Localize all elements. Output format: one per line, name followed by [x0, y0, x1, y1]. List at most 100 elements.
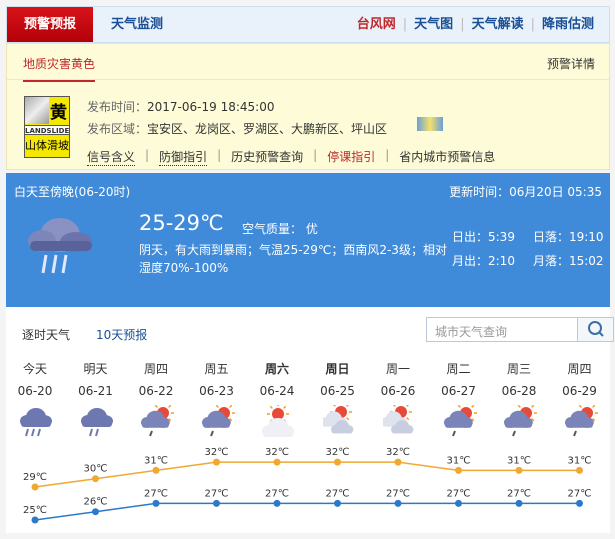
day-label: 周一: [385, 362, 410, 376]
low-temp-line: [34, 502, 580, 521]
low-temp-label: 27℃: [144, 488, 168, 499]
warning-detail-link[interactable]: 预警详情: [546, 57, 595, 71]
shower-icon: [564, 405, 598, 437]
high-temp-label: 31℃: [568, 455, 592, 466]
sun-moon-times: 日出：5:39 日落：19:10 月出：2:10 月落：15:02: [452, 225, 604, 273]
badge-cn: 山体滑坡: [25, 139, 69, 152]
tab-warning-forecast[interactable]: 预警预报: [7, 7, 93, 42]
air-quality: 空气质量： 优: [242, 222, 318, 236]
badge-en: LANDSLIDE: [25, 125, 70, 135]
warning-tab[interactable]: 地质灾害黄色: [23, 55, 96, 82]
city-search[interactable]: 城市天气查询: [426, 317, 614, 342]
warning-link[interactable]: 防御指引: [159, 150, 208, 166]
high-temp-point: [31, 483, 39, 491]
separator: |: [145, 148, 150, 162]
day-label: 周三: [506, 362, 531, 376]
separator: |: [402, 17, 408, 32]
high-temp-line: [34, 461, 580, 488]
search-button[interactable]: [577, 318, 613, 341]
date-label: 06-26: [380, 384, 416, 398]
nav-link[interactable]: 台风网: [356, 17, 396, 32]
temperature-chart: 29℃ 30℃ 31℃ 32℃ 32℃ 32℃ 32℃ 31℃ 31℃ 31℃ 25℃ 26℃ 27℃ 2…: [23, 447, 592, 524]
shower-icon: [443, 405, 477, 437]
day-label: 周日: [325, 362, 350, 376]
high-temp-point: [273, 458, 281, 466]
tab-weather-monitor[interactable]: 天气监测: [111, 17, 164, 32]
heavy-rain-icon: [28, 218, 92, 274]
day-label: 明天: [83, 362, 108, 376]
shower-icon: [504, 405, 537, 437]
high-temp-label: 31℃: [144, 455, 168, 466]
separator: |: [460, 17, 465, 32]
day-label: 周五: [204, 362, 229, 376]
separator: |: [530, 17, 535, 32]
low-temp-label: 26℃: [84, 497, 108, 508]
low-temp-label: 27℃: [568, 488, 592, 499]
shower-icon: [201, 405, 235, 437]
warning-link[interactable]: 停课指引: [327, 150, 376, 164]
high-temp-point: [576, 466, 583, 474]
date-label: 06-21: [78, 384, 113, 398]
nav-link[interactable]: 降雨估测: [541, 17, 594, 32]
low-temp-point: [31, 516, 39, 524]
search-input[interactable]: 城市天气查询: [435, 325, 508, 339]
low-temp-label: 27℃: [265, 488, 289, 499]
temperature-range: 25-29℃: [139, 211, 224, 235]
sunset: 日落：19:10: [532, 230, 604, 244]
shower-icon: [141, 405, 174, 437]
separator: |: [385, 148, 390, 162]
date-label: 06-24: [259, 384, 295, 398]
low-temp-point: [334, 499, 341, 507]
low-temp-point: [213, 499, 220, 507]
day-label: 周四: [143, 362, 168, 376]
nav-link[interactable]: 天气图: [414, 17, 454, 32]
warning-links: 信号含义 | 防御指引 | 历史预警查询 | 停课指引 | 省内城市预警信息: [87, 148, 495, 166]
high-temp-label: 32℃: [205, 447, 229, 458]
warning-link[interactable]: 省内城市预警信息: [399, 150, 496, 164]
high-temp-point: [334, 458, 341, 466]
high-temp-label: 32℃: [326, 447, 350, 458]
day-label: 周六: [264, 362, 289, 376]
high-temp-point: [394, 458, 402, 466]
high-temp-point: [213, 458, 220, 466]
landslide-warning-badge: 黄 LANDSLIDE 山体滑坡: [24, 96, 70, 158]
date-label: 06-28: [501, 384, 537, 398]
update-time: 更新时间：06月20日 05:35: [449, 185, 602, 199]
high-temp-point: [92, 475, 99, 483]
tab-10day[interactable]: 10天预报: [96, 326, 148, 349]
partly-cloudy-icon: [383, 405, 414, 434]
low-temp-label: 27℃: [447, 488, 471, 499]
sunny-cloudy-icon: [262, 405, 294, 437]
nav-links: 台风网 | 天气图 | 天气解读 | 降雨估测: [350, 7, 601, 42]
high-temp-point: [515, 466, 523, 474]
date-label: 06-20: [17, 384, 53, 398]
heavy-rain-icon: [20, 408, 52, 437]
divider: [7, 79, 609, 80]
current-weather-panel: 白天至傍晚(06-20时) 更新时间：06月20日 05:35 25-29℃ 空…: [6, 173, 610, 307]
sunrise: 日出：5:39: [452, 230, 515, 244]
top-nav: 预警预报 天气监测 台风网 | 天气图 | 天气解读 | 降雨估测: [6, 6, 610, 43]
high-temp-label: 30℃: [84, 464, 108, 475]
high-temp-label: 31℃: [507, 455, 531, 466]
high-temp-point: [455, 466, 462, 474]
weather-description: 阴天，有大雨到暴雨；气温25-29℃；西南风2-3级；相对湿度70%-100%: [139, 243, 447, 275]
moonrise: 月出：2:10: [452, 254, 515, 268]
warning-link[interactable]: 历史预警查询: [231, 150, 304, 164]
low-temp-point: [152, 499, 160, 507]
low-temp-point: [576, 499, 583, 507]
issue-area: 发布区域：宝安区、龙岗区、罗湖区、大鹏新区、坪山区: [87, 122, 388, 136]
day-label: 周四: [567, 362, 592, 376]
low-temp-point: [273, 499, 281, 507]
day-label: 周二: [446, 362, 471, 376]
low-temp-point: [92, 508, 99, 516]
rain-icon: [80, 408, 113, 437]
ten-day-forecast: 今天 06-20 明天 06-21 周四 06-22 周五 06-23 周六 06-24 周日 06-…: [6, 347, 610, 533]
nav-link[interactable]: 天气解读: [471, 17, 524, 32]
date-label: 06-29: [562, 384, 597, 398]
map-icon[interactable]: [417, 117, 443, 131]
tab-hourly[interactable]: 逐时天气: [22, 328, 71, 342]
warning-link[interactable]: 信号含义: [87, 150, 136, 166]
landslide-icon: [25, 97, 49, 124]
partly-cloudy-icon: [322, 405, 353, 434]
day-label: 今天: [22, 362, 47, 376]
